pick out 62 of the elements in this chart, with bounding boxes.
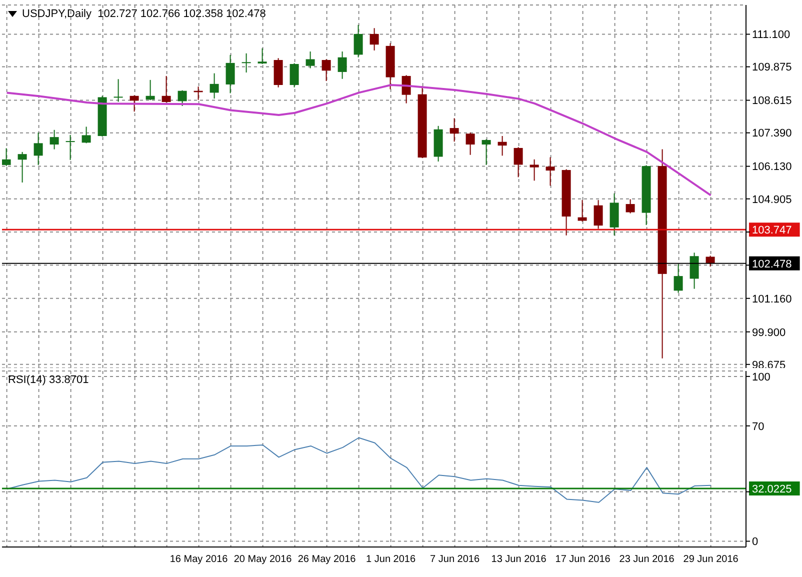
candlestick	[338, 51, 347, 80]
candlestick	[210, 72, 219, 100]
candlestick	[66, 134, 75, 160]
candlestick	[130, 94, 139, 112]
candlestick	[690, 252, 699, 290]
x-tick-label: 17 Jun 2016	[555, 554, 611, 566]
candlestick	[2, 148, 11, 167]
candlestick	[82, 126, 91, 144]
ref-line-label: 103.747	[752, 224, 792, 237]
y-tick-label: 100	[752, 371, 770, 384]
y-tick-label: 106.130	[752, 161, 792, 174]
candlestick	[50, 129, 59, 150]
candlestick	[706, 255, 715, 268]
y-tick-label: 101.160	[752, 293, 792, 306]
candlestick	[306, 51, 315, 69]
chart-title: RSI(14) 33.8701	[8, 374, 89, 386]
candlestick	[402, 74, 411, 104]
candlestick	[498, 136, 507, 156]
candlestick	[674, 264, 683, 294]
candlestick	[178, 90, 187, 106]
y-tick-label: 99.900	[752, 326, 786, 339]
x-tick-label: 7 Jun 2016	[430, 554, 480, 566]
candlestick	[258, 48, 267, 64]
y-tick-label: 111.100	[752, 29, 790, 42]
candlestick	[578, 200, 587, 222]
candlestick	[18, 151, 27, 184]
candlestick	[226, 54, 235, 94]
candlestick	[450, 118, 459, 142]
ref-line-label: 32.0225	[752, 483, 792, 496]
candlestick	[370, 28, 379, 51]
candlestick	[114, 78, 123, 102]
candlestick	[546, 156, 555, 186]
candlestick	[322, 58, 331, 82]
y-tick-label: 108.615	[752, 95, 792, 108]
candlestick	[594, 200, 603, 230]
y-tick-label: 109.875	[752, 62, 792, 74]
candlestick	[530, 158, 539, 182]
candlestick	[514, 146, 523, 178]
y-tick-label: 104.905	[752, 194, 792, 206]
chart-title: USDJPY,Daily 102.727 102.766 102.358 102.478	[22, 8, 266, 20]
x-tick-label: 16 May 2016	[170, 554, 228, 566]
ref-line-label: 102.478	[752, 258, 792, 270]
x-tick-label: 29 Jun 2016	[683, 554, 739, 566]
x-tick-label: 1 Jun 2016	[366, 554, 416, 566]
candlestick	[34, 132, 43, 166]
candlestick	[146, 79, 155, 101]
x-tick-label: 26 May 2016	[298, 554, 356, 566]
line-series	[6, 437, 712, 503]
x-tick-label: 13 Jun 2016	[491, 554, 547, 566]
y-tick-label: 98.675	[752, 359, 786, 372]
candlestick	[626, 198, 635, 214]
candlestick	[466, 132, 475, 156]
y-tick-label: 70	[752, 420, 764, 433]
x-tick-label: 23 Jun 2016	[619, 554, 675, 566]
candlestick	[242, 52, 251, 73]
candlestick	[290, 62, 299, 88]
candlestick	[162, 75, 171, 104]
x-tick-label: 20 May 2016	[234, 554, 292, 566]
y-tick-label: 0	[752, 536, 758, 548]
candlestick	[354, 24, 363, 58]
y-tick-label: 107.390	[752, 128, 792, 140]
candlestick	[482, 138, 491, 166]
